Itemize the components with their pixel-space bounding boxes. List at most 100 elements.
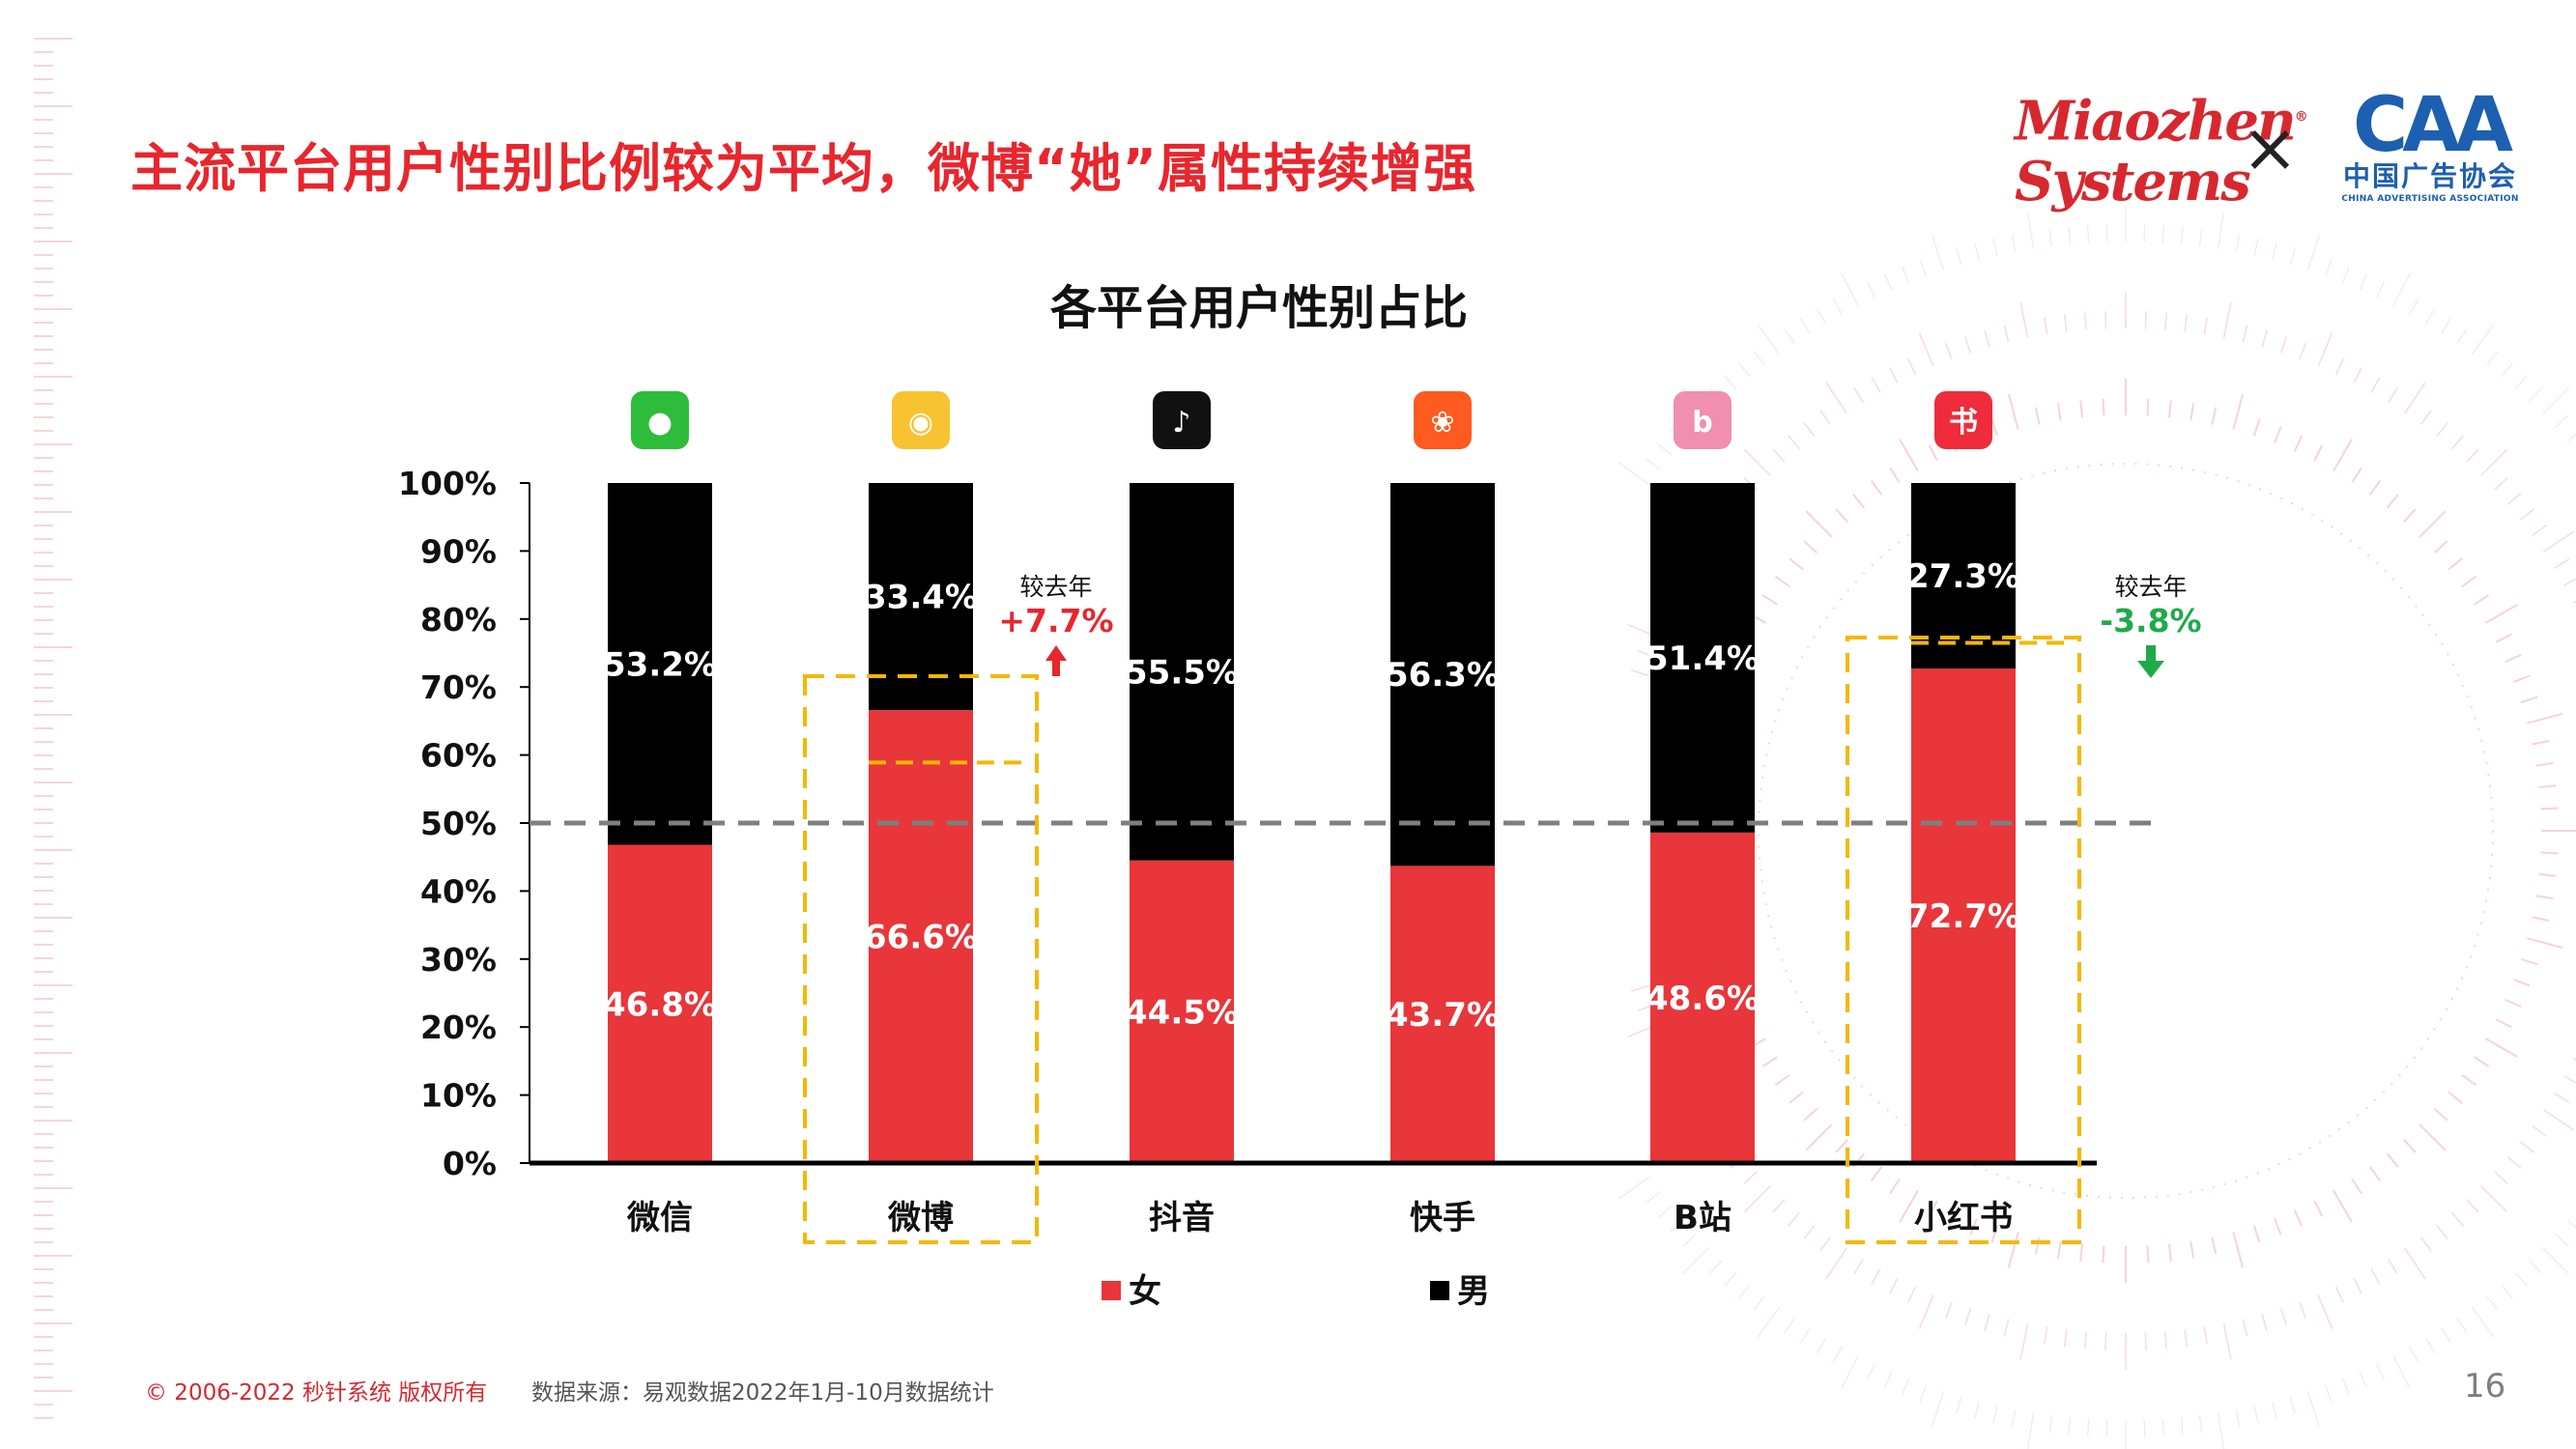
bar-male <box>1130 483 1234 861</box>
decor-tick <box>2068 226 2072 244</box>
decor-tick <box>1757 1307 1780 1338</box>
y-tick-label: 40% <box>420 872 497 910</box>
decor-tick <box>1631 668 1648 677</box>
decor-tick <box>2306 1390 2320 1427</box>
decor-tick <box>2019 1322 2029 1360</box>
decor-tick <box>1761 594 1778 606</box>
decor-tick <box>2252 418 2261 437</box>
decor-tick <box>1918 332 1934 367</box>
decor-tick <box>1816 308 1827 325</box>
decor-tick <box>2388 386 2398 404</box>
decor-tick <box>1819 1236 1831 1252</box>
decor-tick <box>1945 342 1953 360</box>
decor-tick <box>1646 458 1661 470</box>
y-tick-label: 20% <box>420 1009 497 1046</box>
decor-tick <box>1618 1177 1649 1200</box>
data-label-female: 66.6% <box>864 919 978 957</box>
platform-icon-glyph: ♪ <box>1172 406 1190 440</box>
decor-tick <box>2532 916 2550 923</box>
decor-tick <box>2325 259 2333 277</box>
y-tick-label: 0% <box>443 1145 497 1182</box>
decor-tick <box>2299 1301 2306 1320</box>
decor-tick <box>2474 1056 2490 1067</box>
decor-tick <box>1789 1091 1804 1104</box>
decor-tick <box>1889 1179 1901 1195</box>
decor-tick <box>1743 448 1771 476</box>
decor-tick <box>2272 1401 2277 1419</box>
decor-tick <box>2351 467 2362 483</box>
decor-tick <box>2451 1211 2465 1227</box>
decor-tick <box>2461 575 2477 588</box>
platform-icon-glyph: ◉ <box>908 406 933 440</box>
decor-tick <box>2540 851 2559 855</box>
x-tick-label: 快手 <box>1410 1199 1475 1237</box>
decor-tick <box>2424 1337 2436 1353</box>
x-tick-label: 微信 <box>626 1199 693 1237</box>
decor-tick <box>1974 242 1980 261</box>
decor-tick <box>2532 739 2550 746</box>
decor-tick <box>2433 1107 2448 1122</box>
decor-tick <box>1803 422 1816 438</box>
decor-tick <box>2532 1125 2547 1137</box>
decor-tick <box>1724 375 1737 389</box>
decor-tick <box>1852 494 1866 509</box>
decor-tick <box>2535 761 2554 767</box>
decor-tick <box>2217 1412 2225 1449</box>
decor-tick <box>2501 362 2513 378</box>
arrow-up-icon <box>1045 645 1067 676</box>
decor-tick <box>2146 398 2150 416</box>
decor-tick <box>2190 403 2195 421</box>
decor-tick <box>1918 1294 1934 1329</box>
decor-tick <box>2253 1406 2259 1424</box>
decor-tick <box>2542 1109 2575 1131</box>
decor-tick <box>2222 301 2232 339</box>
decor-tick <box>2044 317 2048 335</box>
decor-tick <box>2180 1417 2184 1435</box>
decor-tick <box>2079 400 2084 418</box>
decor-tick <box>1789 557 1804 571</box>
decor-tick <box>2506 492 2522 505</box>
decor-tick <box>2441 318 2452 334</box>
decor-tick <box>1816 1337 1827 1353</box>
decor-tick <box>2313 444 2324 462</box>
caa-logo-mark: CAA <box>2353 82 2513 169</box>
decor-tick <box>2359 1371 2368 1388</box>
decor-tick <box>1738 1284 1751 1299</box>
decor-tick <box>2472 1307 2495 1338</box>
decor-tick <box>1990 418 1999 437</box>
decor-tick <box>2299 342 2306 360</box>
decor-tick <box>1805 1123 1833 1151</box>
decor-tick <box>2419 510 2447 538</box>
decor-tick <box>2274 1218 2282 1236</box>
decor-tick <box>2419 1123 2447 1151</box>
decor-tick <box>2203 317 2208 335</box>
miaozhen-logo: Miaozhen® Systems <box>2015 87 2308 212</box>
decor-tick <box>2044 1326 2048 1345</box>
decor-tick <box>2532 525 2547 536</box>
decor-tick <box>2144 1332 2147 1350</box>
decor-tick <box>2334 1286 2344 1303</box>
legend-label-male: 男 <box>1457 1272 1490 1311</box>
decor-tick <box>2409 298 2419 315</box>
decor-tick <box>2541 387 2569 415</box>
highlight-box <box>1846 636 2081 1244</box>
decor-tick <box>1825 382 1847 414</box>
decor-tick <box>2529 1260 2542 1274</box>
decor-tick <box>2063 1329 2068 1348</box>
decor-tick <box>1919 1384 1927 1403</box>
decor-tick <box>2048 1415 2053 1434</box>
decor-tick <box>1992 238 1998 256</box>
decor-tick <box>2279 336 2288 354</box>
decor-tick <box>1753 1295 1765 1311</box>
wechat-icon: ● <box>631 391 689 449</box>
decor-tick <box>2351 1179 2362 1195</box>
decor-tick <box>2486 351 2499 366</box>
annotation-change: -3.8% <box>2100 602 2201 639</box>
decor-tick <box>2513 674 2531 683</box>
decor-tick <box>2555 414 2569 428</box>
decor-tick <box>2484 1037 2518 1058</box>
data-label-male: 51.4% <box>1646 639 1760 678</box>
decor-tick <box>1945 1301 1953 1320</box>
y-tick-label: 50% <box>420 805 497 842</box>
decor-tick <box>2007 393 2019 430</box>
